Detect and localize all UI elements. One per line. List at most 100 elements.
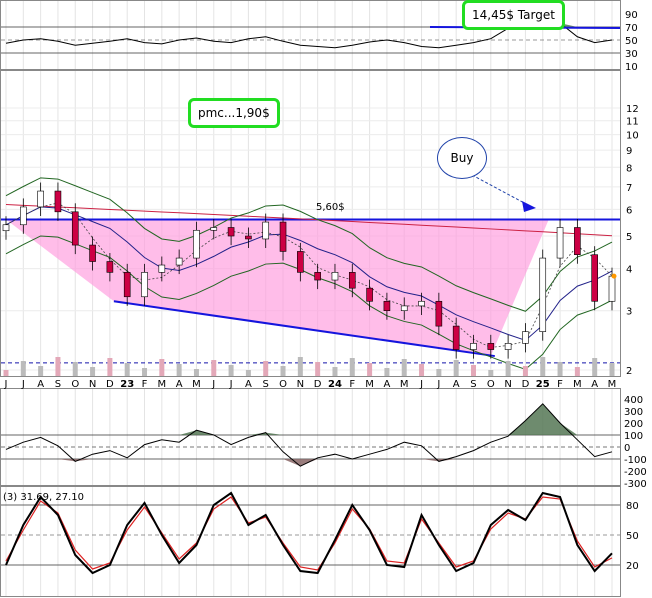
volume-bar — [609, 363, 615, 376]
candle-body — [71, 211, 79, 246]
cci-y-tick: -300 — [624, 479, 647, 490]
candle-body — [193, 229, 200, 259]
candle-body — [608, 275, 616, 302]
stochastic-header: (3) 31.69, 27.10 — [3, 492, 84, 503]
last-price-marker — [611, 273, 617, 279]
x-tick-label: O — [279, 379, 287, 390]
x-tick-label: F — [349, 379, 355, 390]
cci-negative-fill — [6, 459, 612, 467]
x-tick-label: M — [400, 379, 409, 390]
pmc-callout: pmc...1,90$ — [188, 98, 280, 128]
volume-bar — [55, 357, 61, 376]
x-tick-label: J — [4, 379, 8, 390]
x-tick-label: M — [192, 379, 201, 390]
rsi-y-tick: 10 — [625, 62, 638, 73]
triangle-pattern — [6, 219, 549, 357]
price-y-tick: 2 — [626, 366, 632, 377]
volume-bar — [540, 357, 546, 376]
candle-body — [591, 254, 598, 302]
volume-bar — [263, 361, 269, 376]
resistance-level-label: 5,60$ — [316, 202, 345, 213]
candle-body — [366, 287, 373, 302]
rsi-y-tick: 50 — [625, 36, 638, 47]
x-tick-label: J — [21, 379, 25, 390]
price-y-tick: 9 — [626, 146, 632, 157]
volume-bar — [557, 362, 563, 376]
price-y-tick: 6 — [626, 205, 632, 216]
x-tick-label: M — [573, 379, 582, 390]
x-tick-label: D — [314, 379, 322, 390]
candle-body — [210, 227, 218, 231]
x-tick-label: F — [557, 379, 563, 390]
x-tick-label: S — [55, 379, 61, 390]
x-tick-label: A — [591, 379, 598, 390]
candle-body — [383, 300, 391, 312]
candle-body — [452, 325, 460, 350]
candle-body — [297, 251, 304, 273]
candle-body — [400, 305, 408, 312]
candle-body — [470, 343, 477, 350]
candle-body — [123, 272, 131, 298]
volume-bar — [574, 367, 580, 376]
candle-body — [106, 261, 114, 273]
candle-body — [331, 272, 339, 281]
candle-body — [175, 257, 183, 266]
volume-bar — [38, 366, 44, 376]
x-tick-label: D — [522, 379, 530, 390]
candle-body — [539, 257, 547, 332]
candle-body — [227, 227, 235, 237]
volume-bar — [20, 361, 26, 376]
volume-bar — [488, 370, 494, 376]
x-tick-label: D — [106, 379, 114, 390]
candle-body — [2, 224, 10, 232]
x-tick-label: J — [436, 379, 440, 390]
price-y-tick: 10 — [626, 131, 639, 142]
x-tick-label: A — [453, 379, 460, 390]
x-tick-label: S — [263, 379, 269, 390]
volume-bar — [159, 359, 165, 376]
stoch-y-tick: 80 — [626, 501, 639, 512]
volume-bar — [3, 370, 9, 376]
target-callout: 14,45$ Target — [462, 0, 565, 30]
x-tick-label: 24 — [328, 379, 342, 390]
candle-body — [54, 190, 62, 213]
x-tick-label: M — [365, 379, 374, 390]
candle-body — [20, 206, 27, 226]
candle-body — [314, 272, 321, 281]
rsi-y-tick: 70 — [625, 23, 638, 34]
x-tick-label: N — [297, 379, 304, 390]
candle-body — [574, 227, 581, 256]
candle-body — [504, 343, 512, 350]
x-tick-label: A — [245, 379, 252, 390]
candle-body — [556, 227, 564, 259]
cci-y-tick: 300 — [624, 407, 643, 418]
volume-bar — [142, 368, 148, 376]
volume-bar — [453, 360, 459, 376]
cci-positive-fill — [6, 403, 612, 435]
volume-bar — [107, 358, 113, 376]
stoch-y-tick: 20 — [626, 561, 639, 572]
price-y-tick: 8 — [626, 163, 632, 174]
x-tick-label: O — [71, 379, 79, 390]
price-y-tick: 11 — [626, 117, 639, 128]
volume-bar — [332, 367, 338, 376]
stoch-y-tick: 50 — [626, 531, 639, 542]
x-tick-label: N — [89, 379, 96, 390]
x-tick-label: S — [470, 379, 476, 390]
price-y-tick: 3 — [626, 307, 632, 318]
buy-arrow — [471, 174, 529, 206]
x-tick-label: J — [229, 379, 233, 390]
volume-bar — [297, 357, 303, 376]
candle-body — [89, 244, 96, 262]
buy-badge: Buy — [437, 137, 487, 179]
candle-body — [262, 221, 270, 240]
volume-bar — [384, 368, 390, 376]
candle-body — [158, 264, 166, 273]
volume-bar — [349, 358, 355, 376]
cci-y-tick: 0 — [624, 443, 630, 454]
x-tick-label: 25 — [536, 379, 550, 390]
volume-bar — [72, 362, 78, 376]
price-y-tick: 7 — [626, 183, 632, 194]
cci-y-tick: -200 — [624, 467, 647, 478]
